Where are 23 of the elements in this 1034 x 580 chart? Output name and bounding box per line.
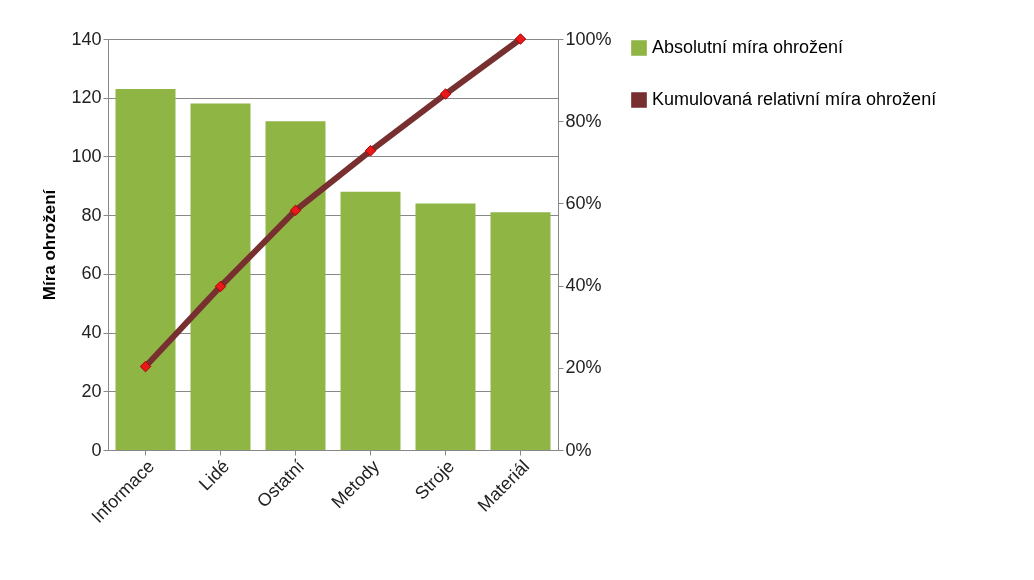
y-tick-label: 20: [81, 380, 102, 401]
bar: [490, 212, 551, 450]
y2-tick-label: 0%: [565, 439, 592, 460]
y-axis-title: Míra ohrožení: [40, 188, 60, 301]
bar: [190, 103, 251, 450]
y-tick-label: 140: [71, 28, 102, 49]
legend-label: Kumulovaná relativní míra ohrožení: [652, 89, 937, 109]
y-tick-label: 120: [71, 87, 102, 108]
y2-tick-label: 40%: [565, 275, 602, 296]
bar: [415, 203, 476, 450]
y-tick-label: 40: [81, 322, 102, 343]
y2-tick-label: 60%: [565, 192, 602, 213]
y2-tick-label: 20%: [565, 357, 602, 378]
bar: [115, 88, 176, 450]
legend-label: Absolutní míra ohrožení: [652, 37, 844, 57]
y-tick-label: 0: [91, 439, 102, 460]
y-tick-label: 100: [71, 145, 102, 166]
y2-tick-label: 100%: [565, 28, 612, 49]
y2-tick-label: 80%: [565, 110, 602, 131]
bar: [265, 121, 326, 450]
y-tick-label: 60: [81, 263, 102, 284]
y-tick-label: 80: [81, 204, 102, 225]
bar: [340, 191, 401, 450]
